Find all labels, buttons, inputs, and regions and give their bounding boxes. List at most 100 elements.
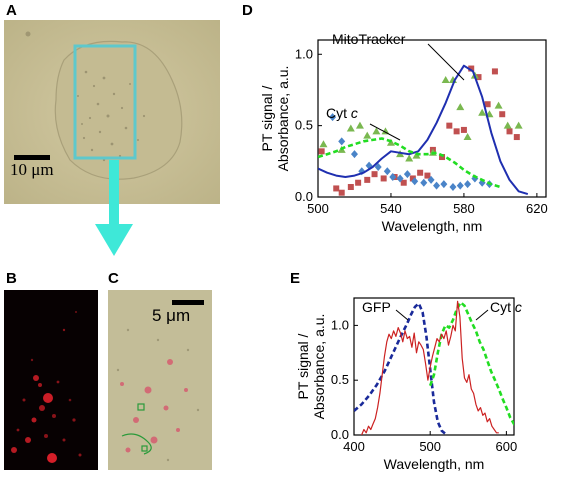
green-triangles-point	[456, 103, 465, 111]
y-axis-label: PT signal /Absorbance, a.u.	[295, 314, 327, 420]
y-tick-label: 0.5	[331, 372, 349, 387]
cyt-c-annotation: Cyt c	[326, 105, 358, 121]
scale-label-a: 10 μm	[10, 160, 54, 179]
panel-letter-d: D	[242, 2, 253, 19]
scale-bar-c	[172, 300, 204, 305]
y-tick-label: 1.0	[331, 317, 349, 332]
x-tick-label: 620	[526, 201, 548, 216]
blue-diamonds-point	[449, 183, 457, 192]
blue-diamonds-point	[464, 180, 472, 189]
annotation-leader-line	[475, 309, 489, 321]
annotation-leader-line	[369, 123, 401, 141]
y-tick-label: 0.0	[331, 427, 349, 442]
green-triangles-point	[478, 108, 487, 116]
cyt-c-line	[428, 301, 514, 427]
chart-d: 500 540 580 620 0.0 0.5 1.0 Wavelength, nm PT si…	[259, 31, 548, 234]
pt-signal-E-line	[361, 300, 499, 435]
mitotracker-annotation: MitoTracker	[332, 31, 406, 47]
overlay-green-outlines	[121, 403, 152, 455]
green-triangles-point	[463, 133, 472, 141]
blue-diamonds-point	[374, 163, 382, 172]
red-squares-point	[499, 111, 506, 118]
red-squares-point	[380, 175, 387, 182]
gfp-annotation: GFP	[362, 299, 391, 315]
red-squares-point	[446, 122, 453, 129]
cell-outline	[54, 40, 183, 180]
red-squares-point	[453, 128, 460, 135]
x-tick-label: 600	[496, 439, 518, 454]
micrograph-b-image	[11, 311, 82, 463]
blue-diamonds-point	[420, 178, 428, 187]
blue-diamonds-point	[338, 137, 346, 146]
red-squares-point	[424, 172, 431, 179]
y-tick-label: 1.0	[295, 46, 313, 61]
blue-diamonds-point	[440, 180, 448, 189]
plot-frame	[353, 297, 515, 436]
blue-diamonds-point	[383, 167, 391, 176]
green-triangles-point	[405, 154, 414, 162]
green-triangles-point	[412, 151, 421, 159]
red-squares-point	[484, 101, 491, 108]
blue-diamonds-point	[396, 174, 404, 183]
blue-diamonds-point	[456, 181, 464, 190]
x-tick-label: 540	[380, 201, 402, 216]
scale-bar-a	[14, 155, 50, 160]
zoom-arrow	[95, 160, 133, 256]
x-tick-label: 400	[343, 439, 365, 454]
cyt-c-line	[318, 137, 501, 189]
annotation-leader-line	[427, 43, 465, 81]
x-tick-label: 580	[453, 201, 475, 216]
red-squares-point	[491, 68, 498, 75]
chart-e: 400 500 600 0.0 0.5 1.0 Wavelength, nm PT signa…	[295, 297, 522, 472]
x-axis-label: Wavelength, nm	[384, 456, 485, 472]
mitotracker-line	[318, 64, 529, 196]
y-tick-label: 0.0	[295, 189, 313, 204]
red-squares-point	[468, 65, 475, 72]
red-squares-point	[400, 179, 407, 186]
green-triangles-point	[346, 124, 355, 132]
green-triangles-point	[372, 127, 381, 135]
green-triangles-point	[319, 140, 328, 148]
green-triangles-point	[494, 101, 503, 109]
red-squares-point	[460, 126, 467, 133]
plot-frame	[317, 39, 547, 198]
x-axis-label: Wavelength, nm	[382, 218, 483, 234]
x-tick-label: 500	[419, 439, 441, 454]
cell-granules	[77, 70, 146, 162]
green-triangles-point	[363, 131, 372, 139]
blue-diamonds-point	[403, 170, 411, 179]
fluorescent-spots	[11, 311, 82, 463]
overlay-red-spots	[120, 359, 188, 453]
red-squares-point	[409, 175, 416, 182]
red-squares-point	[338, 189, 345, 196]
cyt-c-annotation: Cyt c	[490, 299, 522, 315]
x-tick-label: 500	[307, 201, 329, 216]
scale-label-c: 5 μm	[152, 306, 191, 325]
gfp-line	[354, 302, 447, 435]
red-squares-point	[439, 154, 446, 161]
blue-diamonds-point	[329, 113, 337, 122]
panel-letter-c: C	[108, 270, 119, 287]
red-squares-point	[318, 148, 325, 155]
annotation-leader-line	[395, 309, 409, 321]
green-triangles-point	[503, 121, 512, 129]
y-tick-label: 0.5	[295, 118, 313, 133]
blue-diamonds-point	[389, 173, 397, 182]
red-squares-point	[347, 184, 354, 191]
blue-diamonds-point	[433, 181, 441, 190]
panel-letter-a: A	[6, 2, 17, 19]
y-axis-label: PT signal /Absorbance, a.u.	[259, 66, 291, 172]
red-squares-point	[475, 74, 482, 81]
red-squares-point	[417, 169, 424, 176]
micrograph-overlay: 5 μm	[108, 290, 212, 470]
micrograph-fluorescence	[4, 290, 98, 470]
green-triangles-point	[441, 75, 450, 83]
red-squares-point	[355, 179, 362, 186]
blue-diamonds-point	[365, 161, 373, 170]
green-triangles-point	[355, 121, 364, 129]
red-squares-point	[371, 171, 378, 178]
micrograph-c-image	[108, 290, 212, 470]
panel-letter-b: B	[6, 270, 17, 287]
red-squares-point	[333, 185, 340, 192]
red-squares-point	[513, 134, 520, 141]
